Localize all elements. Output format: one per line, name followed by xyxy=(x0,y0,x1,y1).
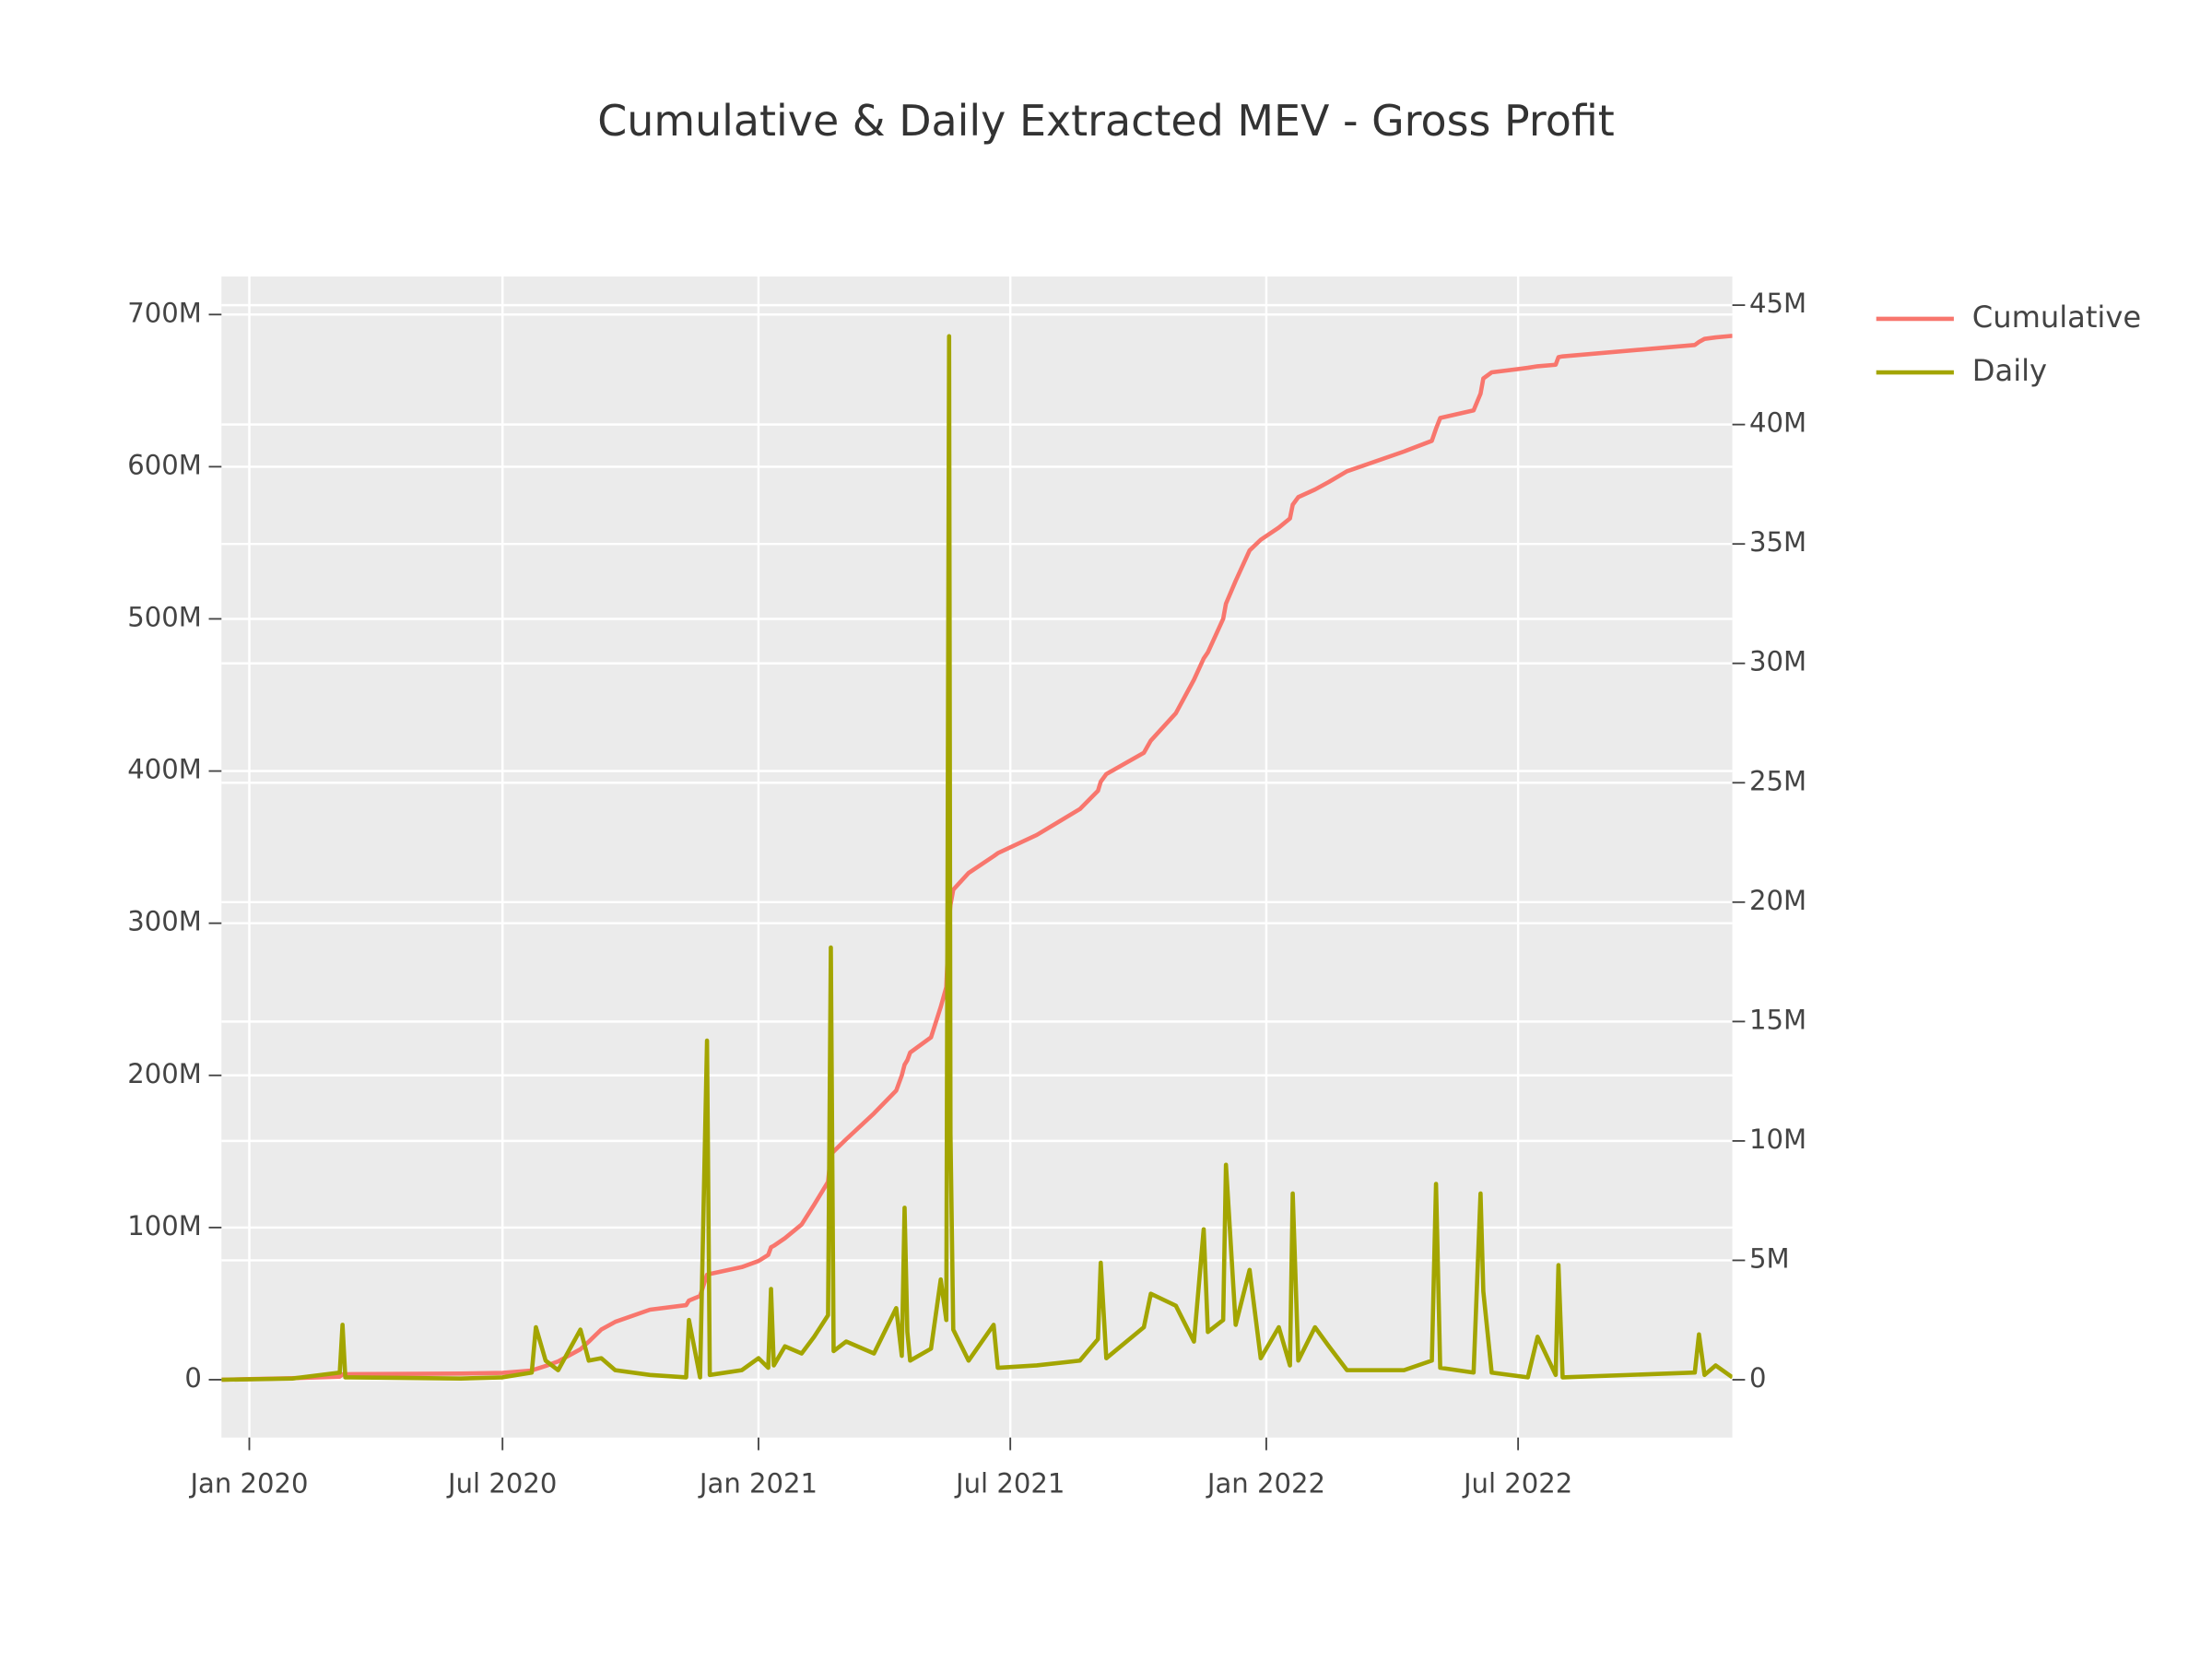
x-tick-label: Jan 2020 xyxy=(188,1468,308,1500)
series-line xyxy=(221,334,1733,1382)
y2-tick-label: 0 xyxy=(1749,1362,1767,1394)
y2-tick-label: 20M xyxy=(1749,885,1806,916)
x-tick-label: Jan 2021 xyxy=(698,1468,818,1500)
chart-title: Cumulative & Daily Extracted MEV - Gross… xyxy=(597,96,1615,146)
y2-tick-label: 5M xyxy=(1749,1242,1790,1274)
legend-label: Daily xyxy=(1972,353,2047,388)
y-tick-label: 600M xyxy=(127,449,202,480)
y2-tick-label: 15M xyxy=(1749,1004,1806,1035)
y2-tick-label: 40M xyxy=(1749,407,1806,439)
y2-tick-label: 10M xyxy=(1749,1124,1806,1155)
y-tick-label: 200M xyxy=(127,1058,202,1089)
plot-background xyxy=(221,276,1733,1438)
y2-tick-label: 45M xyxy=(1749,288,1806,319)
y-tick-label: 100M xyxy=(127,1210,202,1241)
lines xyxy=(221,334,1733,1382)
y-tick-label: 400M xyxy=(127,754,202,785)
series-line xyxy=(221,334,1733,1382)
x-tick-label: Jul 2022 xyxy=(1462,1468,1572,1500)
grid xyxy=(221,276,1733,1438)
y2-tick-label: 35M xyxy=(1749,526,1806,558)
axes: 0 100M 200M 300M 400M 500M 600M 700M 0 5M 10M 15M 20… xyxy=(127,288,1806,1500)
y-tick-label: 300M xyxy=(127,906,202,937)
y2-tick-label: 25M xyxy=(1749,765,1806,796)
y-tick-label: 500M xyxy=(127,601,202,632)
y-tick-label: 700M xyxy=(127,297,202,328)
y-tick-label: 0 xyxy=(184,1362,202,1394)
x-tick-label: Jan 2022 xyxy=(1206,1468,1325,1500)
y2-tick-label: 30M xyxy=(1749,646,1806,677)
x-tick-label: Jul 2021 xyxy=(954,1468,1065,1500)
legend-label: Cumulative xyxy=(1972,300,2141,335)
x-tick-label: Jul 2020 xyxy=(446,1468,557,1500)
